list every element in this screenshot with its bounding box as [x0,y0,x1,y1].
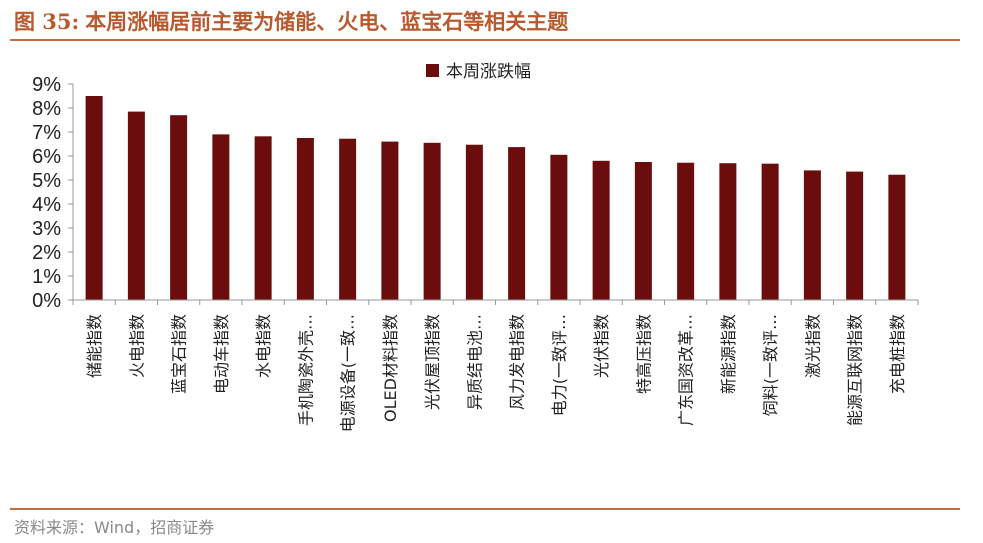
y-tick-label: 7% [32,122,61,144]
y-axis: 0%1%2%3%4%5%6%7%8%9% [32,74,74,312]
bar [719,163,737,300]
x-tick-label: 充电桩指数 [888,314,907,394]
source-note: 资料来源：Wind，招商证券 [14,518,215,537]
x-tick-label: 广东国资改革… [677,314,696,426]
x-tick-label: 特高压指数 [634,314,653,394]
y-tick-label: 2% [32,242,61,264]
x-tick-label: 光伏屋顶指数 [423,314,442,410]
bar [550,154,568,300]
bar [592,160,610,300]
x-tick-label: 水电指数 [254,314,273,378]
x-tick-label: 激光指数 [803,314,822,378]
x-tick-label: 电力(一致评… [550,314,569,416]
figure-title: 图 35: 本周涨幅居前主要为储能、火电、蓝宝石等相关主题 [14,6,568,36]
bar [381,141,399,300]
x-tick-label: 能源互联网指数 [846,314,865,426]
bar [296,138,314,300]
figure-title-text: 本周涨幅居前主要为储能、火电、蓝宝石等相关主题 [85,9,569,34]
bar [888,174,906,300]
x-tick-label: 饲料(一致评… [761,314,780,416]
bar [846,171,864,300]
x-tick-label: 电源设备(一致… [339,314,358,432]
title-divider [10,39,960,41]
x-tick-label: 新能源指数 [719,314,738,394]
x-tick-label: 异质结电池… [465,314,484,410]
y-tick-label: 4% [32,194,61,216]
bar [634,162,652,300]
x-tick-label: 光伏指数 [592,314,611,378]
bar [465,144,483,300]
bar [254,136,272,300]
bar [212,134,230,300]
x-tick-label: OLED材料指数 [381,314,400,422]
y-tick-label: 6% [32,146,61,168]
bar [761,163,779,300]
y-tick-label: 1% [32,266,61,288]
footer-divider [10,508,960,510]
x-tick-label: 储能指数 [85,314,104,378]
x-tick-label: 电动车指数 [212,314,231,394]
x-tick-label: 风力发电指数 [508,314,527,410]
legend-label: 本周涨跌幅 [446,62,531,82]
y-tick-label: 5% [32,170,61,192]
x-tick-label: 手机陶瓷外壳… [296,314,315,426]
bar [423,142,441,300]
bar [677,162,695,300]
bar [127,111,145,300]
x-tick-label: 火电指数 [127,314,146,378]
x-tick-label: 蓝宝石指数 [170,314,189,394]
bars [85,96,906,300]
y-tick-label: 9% [32,74,61,96]
bar [339,138,357,300]
y-tick-label: 0% [32,290,61,312]
bar [85,96,103,300]
bar [508,147,526,300]
y-tick-label: 8% [32,98,61,120]
y-tick-label: 3% [32,218,61,240]
x-axis: 储能指数 火电指数 蓝宝石指数 电动车指数 水电指数 手机陶瓷外壳… 电源设备(一致… OLE… [72,299,919,432]
figure-label: 图 35: [14,9,80,34]
bar [170,115,188,300]
bar [803,170,821,300]
legend-swatch [426,64,439,77]
chart-legend: 本周涨跌幅 [426,62,531,82]
